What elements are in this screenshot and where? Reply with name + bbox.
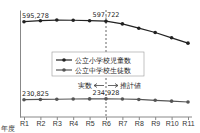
x-tick: R1 bbox=[20, 117, 29, 127]
data-label: 234,928 bbox=[93, 89, 120, 97]
marker bbox=[153, 31, 157, 35]
marker bbox=[71, 97, 75, 101]
marker bbox=[39, 98, 43, 102]
legend-marker bbox=[62, 68, 66, 72]
x-tick-label: R11 bbox=[182, 120, 194, 127]
marker bbox=[88, 97, 92, 101]
x-tick: R4 bbox=[69, 117, 78, 127]
data-label: 230,825 bbox=[22, 90, 49, 98]
marker bbox=[186, 100, 190, 104]
data-label: 597,722 bbox=[93, 11, 120, 19]
marker bbox=[121, 97, 125, 101]
chart: R1 R2 R3 R4 R5 R6 R7 R8 R9 R10R11 年度 実数 推計値 595,278 59… bbox=[0, 0, 200, 133]
x-tick: R2 bbox=[36, 117, 45, 127]
x-tick: R3 bbox=[53, 117, 62, 127]
x-tick-label: R8 bbox=[135, 120, 144, 127]
series-line bbox=[24, 20, 188, 43]
marker bbox=[104, 97, 108, 101]
marker bbox=[137, 98, 141, 102]
x-tick-label: R9 bbox=[151, 120, 160, 127]
marker bbox=[55, 18, 59, 22]
annotation-arrow bbox=[94, 84, 104, 88]
x-tick-label: R2 bbox=[36, 120, 45, 127]
marker bbox=[121, 22, 125, 26]
x-tick-label: R5 bbox=[86, 120, 95, 127]
plot bbox=[22, 18, 190, 104]
annotation-arrow bbox=[108, 84, 118, 88]
marker bbox=[153, 99, 157, 103]
marker bbox=[71, 18, 75, 22]
marker bbox=[88, 19, 92, 23]
x-tick: R9 bbox=[151, 117, 160, 127]
x-tick-label: R7 bbox=[118, 120, 127, 127]
legend-box bbox=[52, 52, 144, 76]
marker bbox=[22, 98, 26, 102]
x-tick-label: R1 bbox=[20, 120, 29, 127]
data-label: 595,278 bbox=[22, 12, 49, 20]
marker bbox=[137, 26, 141, 30]
x-tick: R5 bbox=[86, 117, 95, 127]
x-tick: R6 bbox=[102, 117, 111, 127]
y-axis bbox=[20, 11, 21, 118]
legend-label: 公立中学校生徒数 bbox=[75, 67, 131, 75]
legend-label: 公立小学校児童数 bbox=[75, 57, 131, 65]
marker bbox=[22, 20, 26, 24]
x-tick: R7 bbox=[118, 117, 127, 127]
legend-marker bbox=[62, 58, 66, 62]
x-tick-label: R4 bbox=[69, 120, 78, 127]
marker bbox=[170, 36, 174, 40]
marker bbox=[170, 99, 174, 103]
x-axis-title: 年度 bbox=[1, 125, 15, 133]
x-tick: R11 bbox=[182, 117, 194, 127]
x-tick-label: R3 bbox=[53, 120, 62, 127]
marker bbox=[55, 97, 59, 101]
x-tick-label: R6 bbox=[102, 120, 111, 127]
legend: 公立小学校児童数公立中学校生徒数 bbox=[52, 52, 144, 76]
x-tick: R10 bbox=[166, 117, 179, 127]
x-tick-label: R10 bbox=[166, 120, 179, 127]
annotation: 推計値 bbox=[120, 82, 141, 90]
annotation: 実数 bbox=[78, 82, 92, 90]
y-axis-line bbox=[20, 11, 21, 118]
x-axis: R1 R2 R3 R4 R5 R6 R7 R8 R9 R10R11 bbox=[20, 117, 195, 127]
marker bbox=[104, 19, 108, 23]
marker bbox=[186, 41, 190, 45]
x-tick: R8 bbox=[135, 117, 144, 127]
